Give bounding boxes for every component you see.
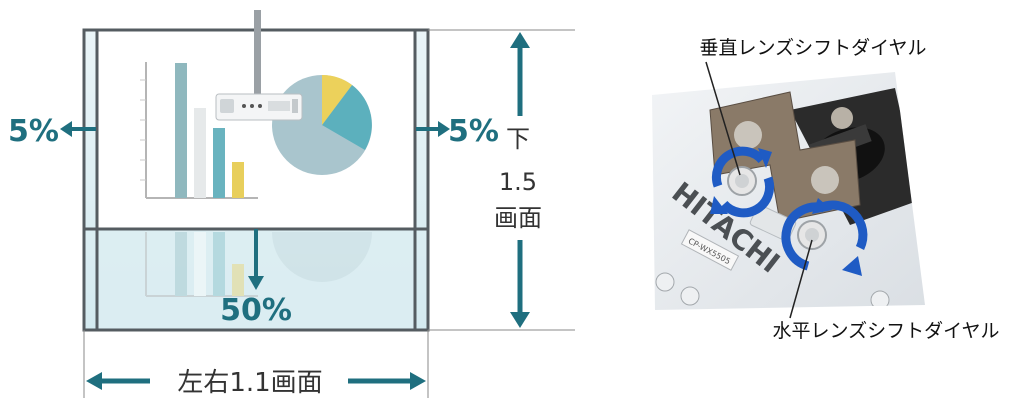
faded-chart-reflection bbox=[145, 232, 372, 297]
horizontal-arrowhead-1 bbox=[842, 256, 862, 276]
chart-bar-3 bbox=[213, 128, 225, 198]
left-shift-arrow bbox=[60, 121, 96, 137]
right-shift-label: 5% bbox=[448, 114, 499, 149]
chart-bar-1 bbox=[175, 63, 187, 198]
chart-pie-slice-teal bbox=[322, 85, 372, 150]
horizontal-dial-label: 水平レンズシフトダイヤル bbox=[772, 320, 999, 342]
ceiling-pole bbox=[254, 10, 261, 96]
projection-area-diagram: 5% 5% 50% 下 1.5 画面 左右1.1画面 bbox=[8, 10, 575, 398]
projector-device bbox=[215, 93, 303, 121]
vertical-range-label-line1: 下 bbox=[506, 125, 530, 153]
chart-bar-4 bbox=[232, 162, 244, 198]
horizontal-range-arrow bbox=[86, 372, 426, 390]
down-shift-label: 50% bbox=[220, 293, 292, 328]
down-shift-arrow bbox=[248, 229, 264, 290]
projector-lens-photo: CP-WX5505 HITACHI 垂直レンズシフトダイヤル 水平レンズシフトダ… bbox=[652, 37, 1000, 342]
chart-bar-2 bbox=[194, 108, 206, 198]
vertical-range-label-line2: 1.5 bbox=[499, 168, 537, 196]
model-plate bbox=[680, 229, 740, 271]
vertical-range-label-line3: 画面 bbox=[494, 204, 542, 232]
vertical-dial-leader bbox=[705, 61, 741, 176]
vertical-dial-rotate-arrow bbox=[711, 146, 775, 218]
vertical-arrowhead-2 bbox=[710, 196, 728, 214]
right-shift-arrow bbox=[416, 121, 450, 137]
horizontal-dial-rotate-arrow bbox=[781, 200, 868, 271]
vertical-range-arrow bbox=[510, 32, 530, 328]
horizontal-dial-leader bbox=[789, 239, 813, 319]
horizontal-range-label: 左右1.1画面 bbox=[177, 368, 322, 398]
chart-pie-slice-yellow bbox=[322, 75, 352, 125]
vertical-dial-label: 垂直レンズシフトダイヤル bbox=[699, 37, 926, 59]
horizontal-arrowhead-2 bbox=[812, 198, 832, 214]
vertical-arrowhead-1 bbox=[758, 148, 772, 168]
left-shift-label: 5% bbox=[8, 114, 59, 149]
